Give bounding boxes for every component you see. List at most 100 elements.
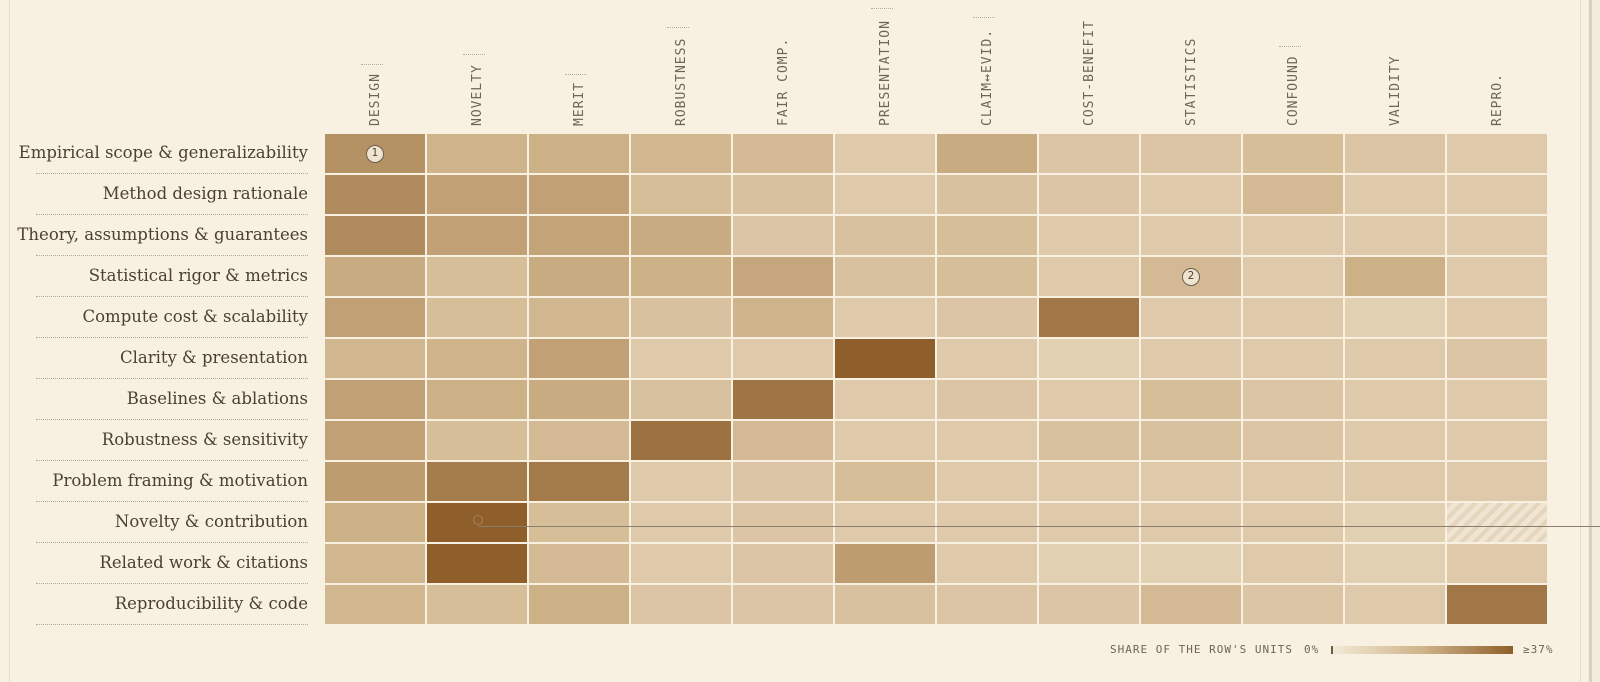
heatmap-cell[interactable] — [1039, 175, 1139, 214]
heatmap-cell[interactable] — [1345, 585, 1445, 624]
heatmap-cell[interactable] — [835, 380, 935, 419]
heatmap-cell[interactable] — [1447, 175, 1547, 214]
heatmap-cell[interactable] — [1141, 216, 1241, 255]
heatmap-cell[interactable] — [1039, 503, 1139, 542]
heatmap-cell[interactable] — [529, 175, 629, 214]
heatmap-cell[interactable] — [937, 380, 1037, 419]
heatmap-cell[interactable] — [529, 339, 629, 378]
heatmap-cell[interactable] — [1345, 462, 1445, 501]
heatmap-cell[interactable] — [937, 544, 1037, 583]
heatmap-cell[interactable] — [937, 175, 1037, 214]
heatmap-cell[interactable] — [733, 257, 833, 296]
heatmap-cell[interactable] — [835, 216, 935, 255]
heatmap-cell[interactable] — [529, 216, 629, 255]
heatmap-cell[interactable] — [325, 175, 425, 214]
heatmap-cell[interactable] — [1243, 462, 1343, 501]
heatmap-cell[interactable] — [1141, 503, 1241, 542]
heatmap-cell[interactable] — [1447, 216, 1547, 255]
heatmap-cell[interactable] — [1345, 503, 1445, 542]
heatmap-cell[interactable] — [937, 503, 1037, 542]
heatmap-cell[interactable] — [1345, 339, 1445, 378]
heatmap-cell[interactable] — [325, 544, 425, 583]
heatmap-cell[interactable] — [835, 257, 935, 296]
heatmap-cell[interactable] — [835, 421, 935, 460]
heatmap-cell[interactable] — [631, 298, 731, 337]
heatmap-cell[interactable] — [1243, 585, 1343, 624]
heatmap-cell[interactable] — [937, 339, 1037, 378]
heatmap-cell[interactable] — [1345, 380, 1445, 419]
heatmap-cell[interactable] — [1447, 544, 1547, 583]
heatmap-cell[interactable] — [1243, 503, 1343, 542]
heatmap-cell[interactable] — [1447, 298, 1547, 337]
heatmap-cell[interactable] — [733, 175, 833, 214]
heatmap-cell[interactable] — [1141, 544, 1241, 583]
heatmap-cell-no-data[interactable] — [1447, 503, 1547, 542]
heatmap-cell[interactable] — [1039, 339, 1139, 378]
heatmap-cell[interactable] — [1141, 380, 1241, 419]
heatmap-cell[interactable] — [1243, 175, 1343, 214]
heatmap-cell[interactable] — [1039, 585, 1139, 624]
heatmap-cell[interactable] — [733, 585, 833, 624]
heatmap-cell[interactable] — [325, 462, 425, 501]
heatmap-cell[interactable] — [733, 298, 833, 337]
heatmap-cell[interactable] — [733, 339, 833, 378]
heatmap-cell[interactable] — [631, 216, 731, 255]
heatmap-cell[interactable] — [631, 257, 731, 296]
heatmap-cell[interactable] — [1243, 339, 1343, 378]
heatmap-cell[interactable] — [1447, 257, 1547, 296]
heatmap-cell[interactable] — [937, 421, 1037, 460]
heatmap-cell[interactable] — [325, 585, 425, 624]
heatmap-cell[interactable] — [1345, 257, 1445, 296]
heatmap-cell[interactable] — [835, 544, 935, 583]
heatmap-cell[interactable] — [325, 216, 425, 255]
heatmap-cell[interactable] — [937, 298, 1037, 337]
heatmap-cell[interactable] — [427, 544, 527, 583]
heatmap-cell[interactable] — [1345, 544, 1445, 583]
heatmap-cell[interactable] — [1039, 134, 1139, 173]
heatmap-cell[interactable] — [631, 380, 731, 419]
heatmap-cell[interactable] — [631, 503, 731, 542]
heatmap-cell[interactable] — [631, 134, 731, 173]
heatmap-cell[interactable] — [1447, 585, 1547, 624]
heatmap-cell[interactable] — [427, 339, 527, 378]
heatmap-cell[interactable] — [529, 134, 629, 173]
heatmap-cell[interactable] — [631, 585, 731, 624]
heatmap-cell[interactable] — [631, 544, 731, 583]
heatmap-cell[interactable] — [529, 257, 629, 296]
heatmap-cell[interactable] — [1345, 421, 1445, 460]
heatmap-cell[interactable] — [1345, 134, 1445, 173]
heatmap-cell[interactable] — [1243, 421, 1343, 460]
heatmap-cell[interactable] — [835, 175, 935, 214]
heatmap-cell[interactable] — [937, 216, 1037, 255]
heatmap-cell[interactable] — [733, 134, 833, 173]
heatmap-cell[interactable] — [529, 544, 629, 583]
heatmap-cell[interactable] — [835, 339, 935, 378]
heatmap-cell[interactable] — [325, 298, 425, 337]
heatmap-cell[interactable] — [1039, 421, 1139, 460]
heatmap-cell[interactable] — [529, 421, 629, 460]
heatmap-cell[interactable] — [1039, 462, 1139, 501]
heatmap-cell[interactable] — [1141, 298, 1241, 337]
heatmap-cell[interactable] — [1039, 298, 1139, 337]
heatmap-cell[interactable] — [1039, 544, 1139, 583]
heatmap-cell[interactable] — [1141, 585, 1241, 624]
heatmap-cell[interactable] — [631, 421, 731, 460]
heatmap-cell[interactable] — [427, 585, 527, 624]
heatmap-cell[interactable] — [937, 462, 1037, 501]
heatmap-cell[interactable] — [1243, 380, 1343, 419]
heatmap-cell[interactable] — [325, 257, 425, 296]
heatmap-cell[interactable] — [1039, 380, 1139, 419]
heatmap-cell[interactable] — [427, 134, 527, 173]
heatmap-cell[interactable] — [325, 503, 425, 542]
heatmap-cell[interactable] — [529, 462, 629, 501]
heatmap-cell[interactable] — [1243, 257, 1343, 296]
heatmap-cell[interactable] — [1447, 462, 1547, 501]
heatmap-cell[interactable] — [427, 462, 527, 501]
heatmap-cell[interactable] — [1243, 298, 1343, 337]
annotation-marker[interactable]: 2 — [1182, 268, 1200, 286]
heatmap-cell[interactable] — [1447, 421, 1547, 460]
heatmap-cell[interactable] — [1141, 175, 1241, 214]
heatmap-cell[interactable] — [1345, 216, 1445, 255]
heatmap-cell[interactable] — [835, 585, 935, 624]
heatmap-cell[interactable] — [1141, 339, 1241, 378]
